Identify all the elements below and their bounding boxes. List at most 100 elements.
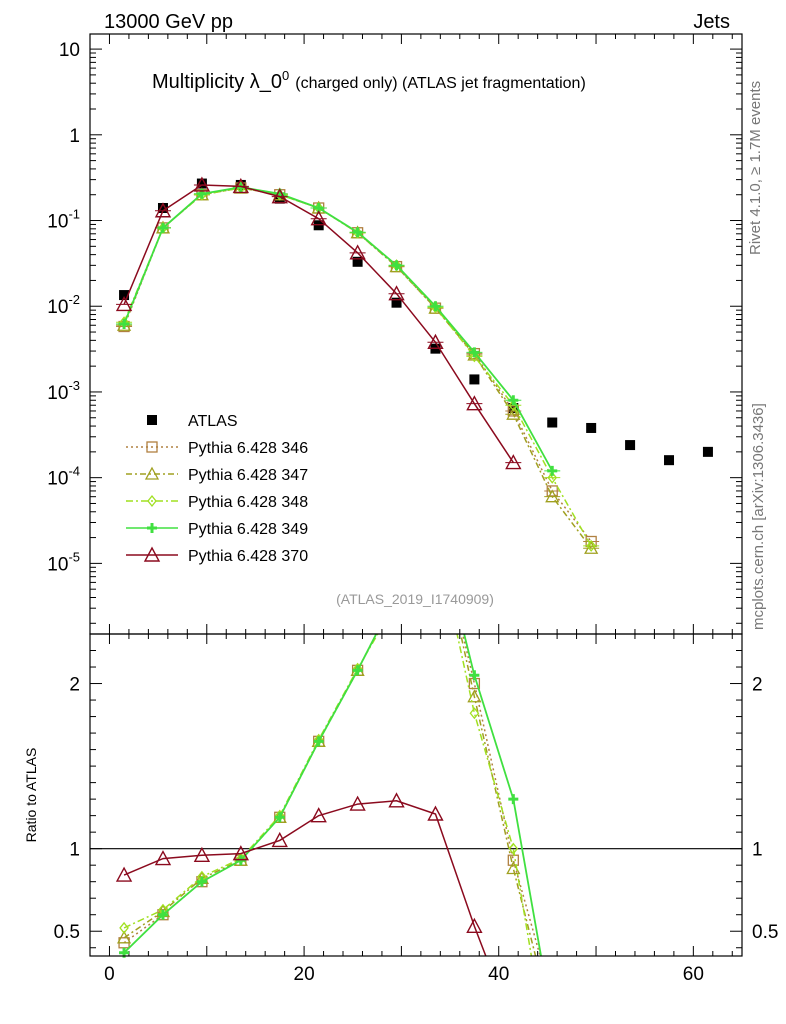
y-tick-label: 10-3 xyxy=(47,378,80,404)
ratio-y-tick-label: 2 xyxy=(752,675,763,696)
ratio-point-p370 xyxy=(154,850,172,866)
series-point-p347 xyxy=(545,489,560,503)
legend-marker-p349 xyxy=(147,523,157,533)
series-point-p370 xyxy=(427,333,444,349)
series-line-p348 xyxy=(123,187,592,547)
series-point-p370 xyxy=(466,395,483,411)
series-point-data xyxy=(547,417,558,428)
ratio-point-p349 xyxy=(196,876,207,887)
series-point-data xyxy=(196,178,207,189)
series-point-data xyxy=(664,455,675,466)
ratio-point-p349 xyxy=(352,665,363,676)
analysis-tag: (ATLAS_2019_I1740909) xyxy=(336,591,494,607)
legend: ATLAS Pythia 6.428 346 Pythia 6.428 347 Pyt… xyxy=(126,413,308,565)
series-point-p349 xyxy=(157,222,168,233)
ratio-point-p348 xyxy=(508,842,519,855)
series-point-data xyxy=(119,290,130,301)
series-point-p349 xyxy=(430,301,441,312)
series-point-data xyxy=(469,374,480,385)
ratio-point-p370 xyxy=(427,805,444,821)
main-panel-series xyxy=(115,176,713,554)
ratio-line-p349 xyxy=(123,634,542,956)
mcplots-label: mcplots.cern.ch [arXiv:1306.3436] xyxy=(750,403,767,630)
series-point-p370 xyxy=(232,177,250,194)
series-point-p370 xyxy=(310,210,327,226)
ratio-y-tick-label: 2 xyxy=(69,675,80,696)
plot-title-sub: (charged only) (ATLAS jet fragmentation) xyxy=(295,75,586,92)
y-tick-label: 10 xyxy=(59,40,80,61)
series-point-p370 xyxy=(349,244,366,260)
ratio-line-p347 xyxy=(123,634,537,956)
legend-label: Pythia 6.428 348 xyxy=(188,494,308,511)
series-point-data xyxy=(391,297,402,308)
ratio-ylabel: Ratio to ATLAS xyxy=(23,748,39,843)
ratio-point-p349 xyxy=(469,670,480,681)
main-panel-frame xyxy=(89,33,743,635)
ratio-y-tick-label: 0.5 xyxy=(54,922,80,943)
ratio-point-p348 xyxy=(469,707,480,720)
series-point-p370 xyxy=(115,295,133,312)
legend-label: Pythia 6.428 349 xyxy=(188,521,308,538)
ratio-panel-frame xyxy=(89,633,743,957)
y-tick-label: 1 xyxy=(69,126,80,147)
plot-title: Multiplicity λ_00 (charged only) (ATLAS j… xyxy=(152,68,586,93)
ratio-y-tick-label: 1 xyxy=(69,840,80,861)
ratio-point-p370 xyxy=(349,795,366,811)
ratio-point-p347 xyxy=(506,861,521,875)
legend-marker-p347 xyxy=(144,466,160,480)
series-point-p370 xyxy=(193,176,211,192)
legend-label: Pythia 6.428 346 xyxy=(188,440,308,457)
series-point-data xyxy=(702,446,713,457)
legend-label: ATLAS xyxy=(188,413,238,430)
y-tick-label: 10-4 xyxy=(47,464,80,490)
series-point-p348 xyxy=(586,539,596,552)
ratio-line-p346 xyxy=(123,634,541,956)
header-right: Jets xyxy=(693,11,730,33)
x-tick-label: 40 xyxy=(488,964,509,985)
series-point-data xyxy=(625,440,636,451)
legend-marker-p346 xyxy=(146,441,158,453)
series-point-p349 xyxy=(391,260,402,271)
series-line-p346 xyxy=(123,187,592,542)
ratio-point-p370 xyxy=(193,846,211,862)
x-tick-label: 0 xyxy=(104,964,115,985)
series-point-data xyxy=(586,422,597,433)
series-point-p349 xyxy=(352,227,363,238)
legend-marker-p348 xyxy=(147,494,157,508)
ratio-point-p349 xyxy=(157,909,168,920)
legend-marker-p370 xyxy=(143,546,161,562)
series-point-p370 xyxy=(505,454,522,470)
y-tick-label: 10-1 xyxy=(47,207,80,233)
series-point-p349 xyxy=(119,319,130,330)
legend-label: Pythia 6.428 347 xyxy=(188,467,308,484)
series-point-p348 xyxy=(547,471,558,484)
plot-title-superscript: 0 xyxy=(282,68,289,83)
series-point-p349 xyxy=(508,395,519,406)
ratio-point-p370 xyxy=(388,792,405,808)
ratio-point-p370 xyxy=(310,807,327,823)
y-tick-label: 10-5 xyxy=(47,549,80,575)
ratio-point-p347 xyxy=(116,930,132,944)
ratio-panel-series xyxy=(90,634,742,958)
ratio-point-p370 xyxy=(232,845,250,861)
x-tick-label: 60 xyxy=(683,964,704,985)
legend-label: Pythia 6.428 370 xyxy=(188,548,308,565)
ratio-point-p370 xyxy=(271,831,288,848)
ratio-point-p349 xyxy=(508,794,519,805)
header-left: 13000 GeV pp xyxy=(104,11,233,33)
series-point-p349 xyxy=(547,465,558,476)
ratio-y-tick-label: 1 xyxy=(752,840,763,861)
series-point-p370 xyxy=(154,202,172,218)
ratio-point-p348 xyxy=(119,921,129,934)
series-point-data xyxy=(157,202,168,213)
ratio-y-tick-label: 0.5 xyxy=(752,922,778,943)
plot-title-main: Multiplicity λ_0 xyxy=(152,71,282,93)
axis-ticks: 0 20 40 60 10 1 10-1 10-2 10-3 10-4 10-5 0.5 0.5 1 1 2 2 xyxy=(47,34,778,985)
series-point-p349 xyxy=(469,347,480,358)
ratio-point-p370 xyxy=(115,866,133,882)
ratio-point-p349 xyxy=(313,736,324,747)
series-line-p349 xyxy=(123,186,554,472)
legend-marker-data xyxy=(147,415,157,425)
ratio-point-p370 xyxy=(466,917,483,933)
